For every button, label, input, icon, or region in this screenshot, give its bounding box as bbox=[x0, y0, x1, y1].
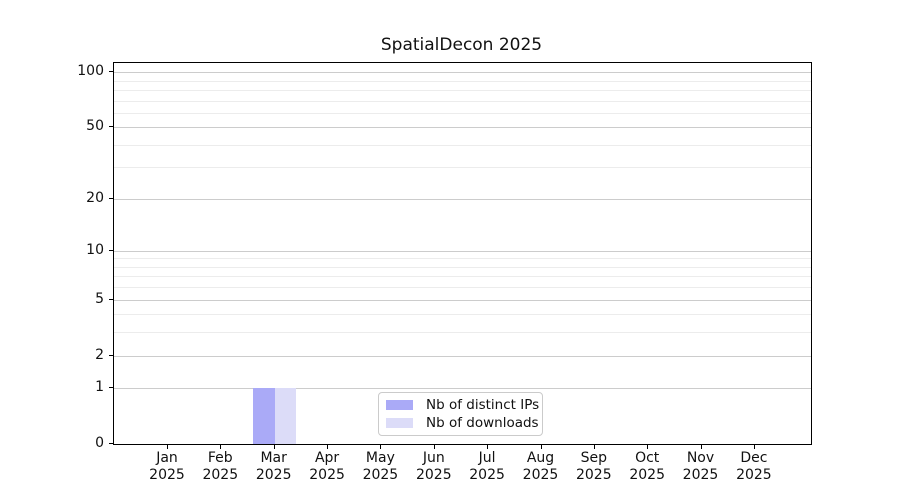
x-axis-tick bbox=[167, 444, 168, 449]
minor-gridline bbox=[114, 80, 811, 82]
bar-distinct-ips bbox=[253, 388, 275, 444]
y-axis-tick bbox=[109, 197, 113, 199]
y-axis-tick bbox=[109, 387, 113, 389]
legend-label-downloads: Nb of downloads bbox=[426, 414, 539, 431]
y-tick-label: 10 bbox=[86, 241, 104, 258]
major-gridline bbox=[114, 72, 811, 73]
major-gridline bbox=[114, 299, 811, 301]
bar-downloads bbox=[274, 388, 297, 444]
major-gridline bbox=[114, 127, 811, 129]
major-gridline bbox=[114, 388, 811, 390]
legend-swatch-downloads-icon bbox=[386, 417, 413, 428]
y-axis-tick bbox=[109, 354, 113, 356]
minor-gridline bbox=[114, 287, 811, 289]
legend-swatch-distinct-ips-icon bbox=[386, 400, 413, 411]
minor-gridline bbox=[114, 100, 811, 102]
legend-label-distinct-ips: Nb of distinct IPs bbox=[426, 397, 540, 414]
x-tick-label: Mar 2025 bbox=[255, 450, 292, 483]
x-tick-label: Dec 2025 bbox=[736, 450, 772, 483]
minor-gridline bbox=[114, 266, 811, 268]
x-axis-tick bbox=[753, 444, 755, 449]
y-axis-tick bbox=[109, 249, 113, 251]
legend: Nb of distinct IPs Nb of downloads bbox=[378, 392, 543, 436]
y-tick-label: 2 bbox=[95, 346, 104, 363]
y-axis-tick bbox=[109, 443, 113, 444]
x-tick-label: Jan 2025 bbox=[149, 450, 185, 483]
plot-area bbox=[113, 62, 812, 445]
x-tick-label: Jul 2025 bbox=[469, 450, 505, 483]
minor-gridline bbox=[114, 89, 811, 91]
minor-gridline bbox=[114, 332, 811, 334]
legend-item-downloads: Nb of downloads bbox=[386, 415, 539, 431]
x-axis-tick bbox=[273, 444, 275, 449]
y-tick-label: 5 bbox=[95, 290, 104, 307]
y-axis-tick bbox=[109, 71, 113, 72]
x-tick-label: Feb 2025 bbox=[202, 450, 239, 483]
x-tick-label: May 2025 bbox=[362, 450, 399, 483]
y-tick-label: 20 bbox=[86, 189, 104, 206]
x-tick-label: Oct 2025 bbox=[629, 450, 665, 483]
minor-gridline bbox=[114, 144, 811, 146]
y-axis-tick bbox=[109, 126, 113, 128]
x-tick-label: Nov 2025 bbox=[682, 450, 719, 483]
x-axis-tick bbox=[700, 444, 702, 449]
major-gridline bbox=[114, 198, 811, 200]
x-axis-tick bbox=[540, 444, 542, 449]
legend-item-distinct-ips: Nb of distinct IPs bbox=[386, 397, 539, 413]
x-axis-tick bbox=[487, 444, 489, 449]
major-gridline bbox=[114, 355, 811, 357]
x-axis-tick bbox=[433, 444, 435, 449]
x-axis-tick bbox=[220, 444, 222, 449]
x-axis-tick bbox=[647, 444, 649, 449]
y-tick-label: 50 bbox=[86, 118, 104, 135]
y-tick-label: 0 bbox=[95, 435, 104, 451]
x-tick-label: Jun 2025 bbox=[415, 450, 452, 483]
chart-title: SpatialDecon 2025 bbox=[380, 35, 543, 55]
minor-gridline bbox=[114, 314, 811, 316]
minor-gridline bbox=[114, 167, 811, 169]
x-tick-label: Apr 2025 bbox=[309, 450, 345, 483]
x-tick-label: Sep 2025 bbox=[575, 450, 612, 483]
x-tick-label: Aug 2025 bbox=[522, 450, 559, 483]
x-axis-tick bbox=[380, 444, 382, 449]
x-axis-tick bbox=[327, 444, 329, 449]
minor-gridline bbox=[114, 276, 811, 278]
y-tick-label: 1 bbox=[95, 379, 104, 396]
major-gridline bbox=[114, 250, 811, 252]
minor-gridline bbox=[114, 112, 811, 114]
minor-gridline bbox=[114, 258, 811, 260]
x-axis-tick bbox=[593, 444, 595, 449]
y-tick-label: 100 bbox=[77, 63, 104, 79]
y-axis-tick bbox=[109, 298, 113, 300]
